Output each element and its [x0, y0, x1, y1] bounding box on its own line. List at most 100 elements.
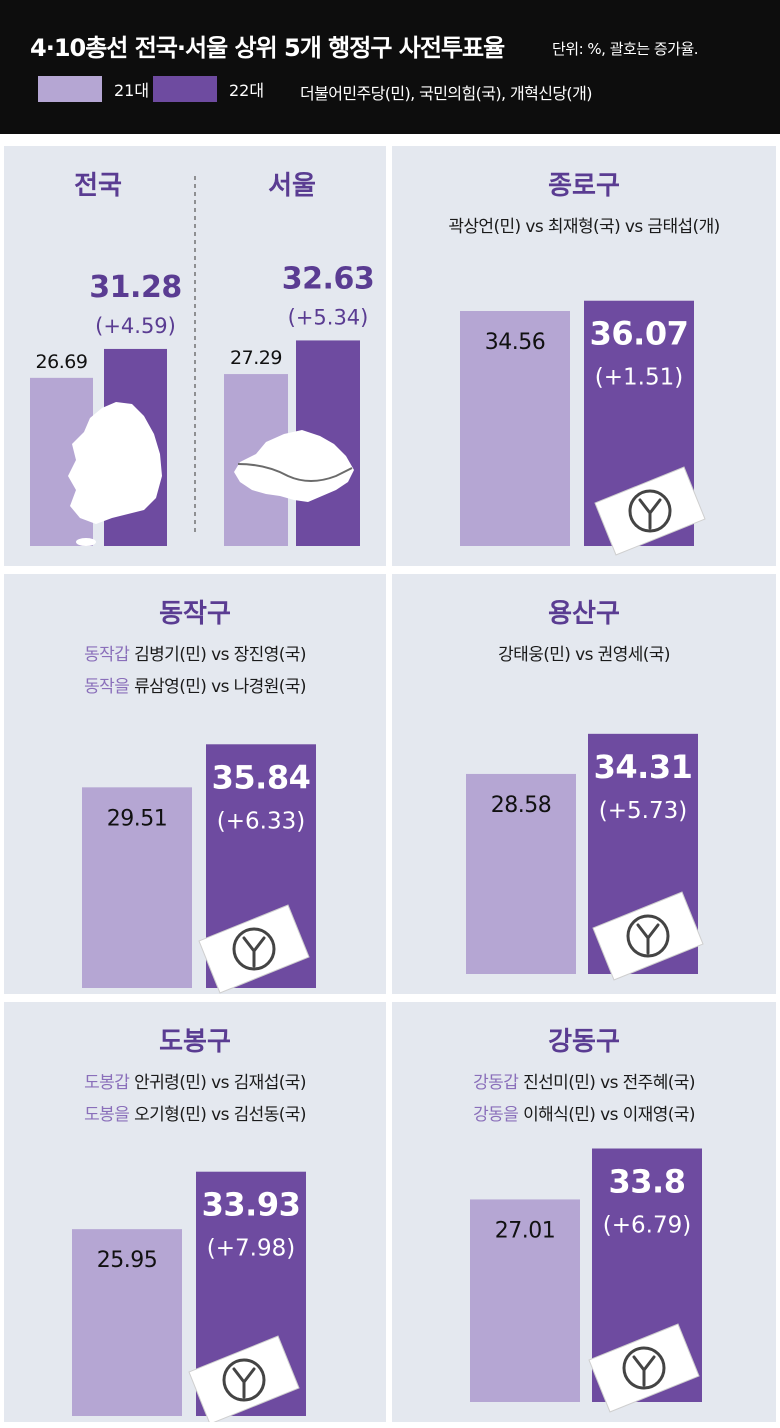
- panel-title-seoul: 서울: [268, 171, 316, 201]
- legend-label-22: 22대: [229, 81, 265, 100]
- panel-title: 강동구: [548, 1027, 620, 1057]
- legend-item-21: 21대: [38, 76, 149, 102]
- value-label-22: 32.63: [282, 261, 374, 296]
- ballot-stamp: [222, 1358, 266, 1402]
- legend-swatch-21: [38, 76, 102, 102]
- jeju-island-shape: [76, 538, 96, 546]
- ballot-stamp: [232, 927, 276, 971]
- change-label-22: (+4.59): [95, 314, 176, 338]
- ballot-icon: [594, 466, 706, 556]
- chart-title: 4·10총선 전국·서울 상위 5개 행정구 사전투표율: [30, 34, 505, 62]
- candidate-line: 강태웅(민) vs 권영세(국): [498, 645, 670, 665]
- panel-title: 용산구: [548, 599, 620, 629]
- legend-item-22: 22대: [153, 76, 264, 102]
- value-label-22: 36.07: [590, 315, 689, 353]
- ballot-stamp: [622, 1346, 666, 1390]
- bar-21: [82, 787, 192, 988]
- change-label-22: (+6.79): [603, 1213, 691, 1239]
- ballot-stamp: [628, 489, 672, 533]
- panel-national-seoul: 전국 서울 26.69 31.28 (+4.59) 27.29 32.63 (+5.34): [4, 146, 386, 566]
- candidate-line: 도봉갑 안귀령(민) vs 김재섭(국): [84, 1073, 306, 1093]
- value-label-22: 33.93: [202, 1186, 301, 1224]
- change-label-22: (+6.33): [217, 808, 305, 834]
- candidate-text: 안귀령(민) vs 김재섭(국): [134, 1073, 306, 1093]
- stamp-circle: [628, 489, 672, 533]
- panels-area: 전국 서울 26.69 31.28 (+4.59) 27.29 32.63 (+5.34) 종…: [0, 134, 780, 1428]
- stamp-mark: [638, 498, 662, 530]
- stamp-circle: [622, 1346, 666, 1390]
- candidate-text: 류삼영(민) vs 나경원(국): [134, 677, 306, 697]
- candidate-text: 이해식(민) vs 이재영(국): [523, 1105, 695, 1125]
- ballot-icon: [592, 891, 704, 981]
- value-label-21: 34.56: [485, 330, 545, 355]
- candidate-line: 동작갑 김병기(민) vs 장진영(국): [84, 645, 306, 665]
- unit-note: 단위: %, 괄호는 증가율.: [552, 40, 699, 58]
- stamp-circle: [222, 1358, 266, 1402]
- panel-dongjak: 동작구 동작갑 김병기(민) vs 장진영(국) 동작을 류삼영(민) vs 나경원…: [4, 574, 386, 994]
- district-label: 강동갑: [473, 1073, 519, 1093]
- value-label-22: 33.8: [609, 1163, 686, 1201]
- candidate-line: 강동을 이해식(민) vs 이재영(국): [473, 1105, 695, 1125]
- bar-21: [72, 1229, 182, 1416]
- panel-dobong: 도봉구 도봉갑 안귀령(민) vs 김재섭(국) 도봉을 오기형(민) vs 김선동…: [4, 1002, 386, 1422]
- panel-title-national: 전국: [74, 171, 122, 201]
- change-label-22: (+1.51): [595, 365, 683, 391]
- change-label-22: (+5.73): [599, 798, 687, 824]
- candidate-line: 곽상언(민) vs 최재형(국) vs 금태섭(개): [448, 217, 719, 237]
- candidate-text: 진선미(민) vs 전주혜(국): [523, 1073, 695, 1093]
- value-label-21: 28.58: [491, 793, 551, 818]
- panel-title: 종로구: [548, 171, 620, 201]
- candidate-text: 김병기(민) vs 장진영(국): [134, 645, 306, 665]
- ballot-icon: [588, 1323, 700, 1413]
- candidate-text: 곽상언(민) vs 최재형(국) vs 금태섭(개): [448, 217, 719, 237]
- panel-title: 동작구: [159, 599, 231, 629]
- party-note: 더불어민주당(민), 국민의힘(국), 개혁신당(개): [300, 84, 592, 103]
- district-label: 동작갑: [84, 645, 130, 665]
- district-label: 도봉을: [84, 1105, 129, 1125]
- value-label-21: 27.29: [230, 347, 282, 369]
- ballot-stamp: [626, 914, 670, 958]
- district-label: 도봉갑: [84, 1073, 130, 1093]
- ballot-icon: [188, 1335, 300, 1422]
- stamp-circle: [232, 927, 276, 971]
- seoul-map-icon: [234, 430, 354, 502]
- candidate-text: 강태웅(민) vs 권영세(국): [498, 645, 670, 665]
- change-label-22: (+5.34): [288, 305, 369, 329]
- panel-gangdong: 강동구 강동갑 진선미(민) vs 전주혜(국) 강동을 이해식(민) vs 이재영…: [392, 1002, 776, 1422]
- stamp-circle: [626, 914, 670, 958]
- ballot-icon: [198, 904, 310, 994]
- district-label: 동작을: [84, 677, 129, 697]
- chart-national-seoul: 전국 서울 26.69 31.28 (+4.59) 27.29 32.63 (+5.34): [30, 171, 375, 546]
- candidate-line: 강동갑 진선미(민) vs 전주혜(국): [473, 1073, 695, 1093]
- korea-map-icon: [68, 402, 162, 524]
- change-label-22: (+7.98): [207, 1236, 295, 1262]
- panel-title: 도봉구: [159, 1027, 231, 1057]
- stamp-mark: [232, 1367, 256, 1399]
- header: 4·10총선 전국·서울 상위 5개 행정구 사전투표율 단위: %, 괄호는 …: [0, 0, 780, 134]
- district-label: 강동을: [473, 1105, 518, 1125]
- value-label-21: 26.69: [36, 351, 88, 373]
- value-label-21: 29.51: [107, 806, 167, 831]
- value-label-22: 35.84: [212, 758, 311, 796]
- legend-label-21: 21대: [114, 81, 150, 100]
- value-label-22: 34.31: [594, 748, 693, 786]
- legend-swatch-22: [153, 76, 217, 102]
- bar-21: [460, 310, 570, 546]
- stamp-mark: [632, 1355, 656, 1387]
- value-label-21: 27.01: [495, 1218, 555, 1243]
- bar-21: [470, 1199, 580, 1402]
- stamp-mark: [636, 923, 660, 955]
- han-river-shape: [237, 463, 353, 482]
- stamp-mark: [242, 936, 266, 968]
- bar-21: [466, 773, 576, 974]
- value-label-22: 31.28: [89, 270, 181, 305]
- candidate-text: 오기형(민) vs 김선동(국): [134, 1105, 306, 1125]
- candidate-line: 도봉을 오기형(민) vs 김선동(국): [84, 1105, 306, 1125]
- value-label-21: 25.95: [97, 1248, 157, 1273]
